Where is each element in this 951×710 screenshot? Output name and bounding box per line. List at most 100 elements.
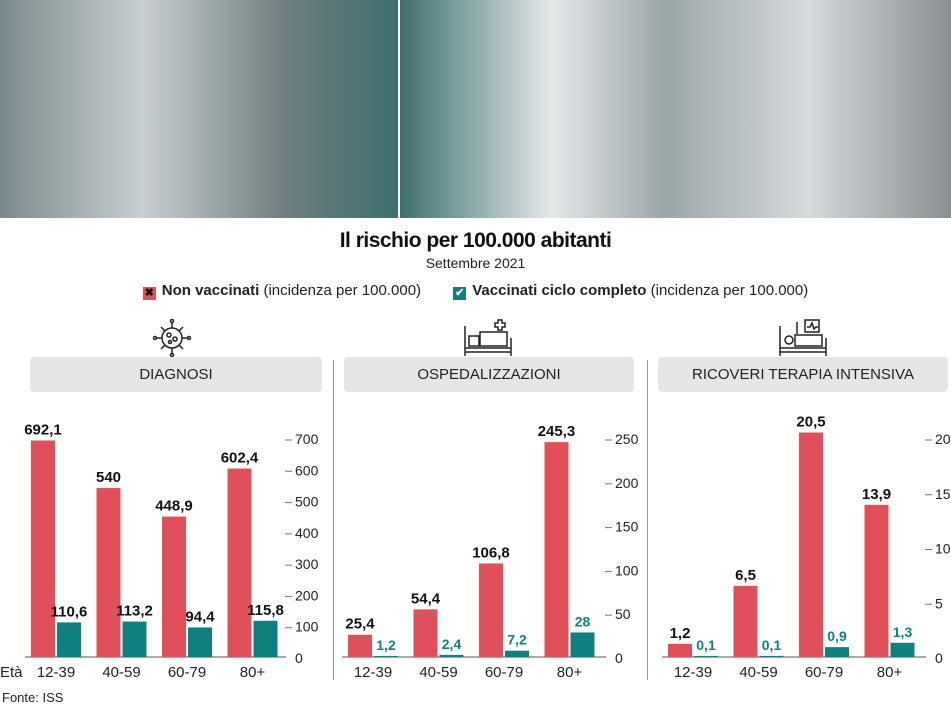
x-tick-label: 40-59 — [739, 664, 777, 681]
x-tick-label: 60-79 — [168, 664, 206, 681]
bar-vaccinated — [188, 627, 212, 657]
y-tick-label: 100 — [615, 562, 639, 578]
panel-header-ospedalizzazioni: OSPEDALIZZAZIONI — [344, 357, 634, 392]
panel-header-terapia-intensiva: RICOVERI TERAPIA INTENSIVA — [658, 357, 948, 392]
legend-label: Vaccinati ciclo completo — [472, 282, 647, 299]
bar-vaccinated — [57, 622, 81, 657]
bar-unvaccinated — [31, 440, 55, 657]
data-label: 7,2 — [507, 632, 527, 648]
header-photo — [0, 0, 951, 218]
data-label: 1,2 — [670, 625, 691, 642]
x-tick-label: 40-59 — [102, 664, 140, 681]
data-label: 2,4 — [442, 636, 462, 652]
y-tick-label: 500 — [295, 494, 319, 510]
data-label: 110,6 — [51, 603, 88, 620]
data-label: 0,9 — [827, 628, 847, 644]
data-label: 602,4 — [221, 450, 259, 467]
x-tick-label: 80+ — [240, 664, 266, 681]
bar-unvaccinated — [348, 634, 372, 657]
hospital-bed-icon — [464, 319, 512, 356]
legend: ✖ Non vaccinati (incidenza per 100.000) ✔… — [0, 282, 951, 300]
virus-icon — [152, 318, 192, 358]
bar-unvaccinated — [864, 504, 889, 657]
panel-divider — [333, 360, 334, 680]
x-tick-label: 80+ — [877, 664, 903, 681]
age-axis-label: Età — [0, 664, 23, 681]
x-tick-label: 80+ — [557, 664, 583, 681]
bar-unvaccinated — [162, 516, 186, 657]
x-tick-label: 60-79 — [485, 664, 523, 681]
y-tick-label: 10 — [935, 541, 951, 557]
y-tick-label: 15 — [935, 486, 951, 502]
panel-header-diagnosi: DIAGNOSI — [30, 357, 322, 392]
x-tick-label: 40-59 — [419, 664, 457, 681]
legend-label: Non vaccinati — [161, 282, 260, 299]
legend-item-vaccinated: ✔ Vaccinati ciclo completo (incidenza per… — [453, 282, 808, 300]
y-tick-label: 5 — [935, 595, 943, 611]
data-label: 113,2 — [116, 603, 153, 620]
data-label: 540 — [96, 469, 121, 486]
bar-vaccinated — [505, 650, 529, 657]
bar-vaccinated — [439, 654, 464, 657]
data-label: 448,9 — [155, 498, 193, 515]
bar-unvaccinated — [96, 488, 121, 657]
data-label: 54,4 — [411, 590, 441, 607]
y-tick-label: 50 — [615, 606, 631, 622]
check-mark-icon: ✔ — [453, 287, 467, 300]
y-tick-label: 200 — [295, 587, 319, 603]
data-label: 0,1 — [696, 637, 716, 653]
bar-unvaccinated — [799, 432, 823, 657]
source-note: Fonte: ISS — [2, 690, 64, 705]
y-tick-label: 400 — [295, 525, 319, 541]
bar-vaccinated — [825, 647, 849, 657]
y-tick-label: 600 — [295, 462, 319, 478]
data-label: 25,4 — [345, 616, 375, 633]
y-tick-label: 300 — [295, 556, 319, 572]
bar-vaccinated — [374, 655, 398, 657]
y-tick-label: 0 — [295, 650, 303, 666]
y-tick-label: 0 — [615, 650, 623, 666]
chart-subtitle: Settembre 2021 — [425, 255, 526, 271]
y-tick-label: 0 — [935, 650, 943, 666]
data-label: 106,8 — [472, 544, 510, 561]
y-tick-label: 200 — [615, 475, 639, 491]
data-label: 245,3 — [538, 423, 576, 440]
x-tick-label: 12-39 — [37, 664, 75, 681]
y-tick-label: 700 — [295, 431, 319, 447]
bar-unvaccinated — [227, 468, 252, 657]
bar-vaccinated — [759, 655, 784, 657]
bar-unvaccinated — [668, 643, 692, 657]
bar-unvaccinated — [479, 563, 503, 657]
data-label: 94,4 — [185, 608, 215, 625]
bar-vaccinated — [122, 621, 147, 657]
bar-vaccinated — [694, 655, 718, 657]
icu-bed-icon — [779, 319, 827, 356]
bar-vaccinated — [570, 632, 595, 657]
x-tick-label: 12-39 — [674, 664, 712, 681]
data-label: 1,3 — [893, 624, 913, 640]
x-tick-label: 60-79 — [805, 664, 843, 681]
x-tick-label: 12-39 — [354, 664, 392, 681]
y-tick-label: 150 — [615, 519, 639, 535]
data-label: 20,5 — [796, 414, 825, 431]
legend-note: (incidenza per 100.000) — [259, 282, 422, 299]
bar-unvaccinated — [413, 609, 438, 657]
panel-divider — [647, 360, 648, 680]
bar-vaccinated — [890, 642, 915, 657]
bar-unvaccinated — [733, 585, 758, 657]
data-label: 692,1 — [24, 421, 62, 438]
legend-item-unvaccinated: ✖ Non vaccinati (incidenza per 100.000) — [142, 282, 422, 300]
data-label: 13,9 — [862, 486, 891, 503]
y-tick-label: 100 — [295, 619, 319, 635]
data-label: 0,1 — [762, 637, 782, 653]
data-label: 6,5 — [735, 567, 756, 584]
data-label: 28 — [575, 613, 591, 629]
y-tick-label: 250 — [615, 431, 639, 447]
y-tick-label: 20 — [935, 431, 951, 447]
bar-vaccinated — [253, 620, 278, 657]
data-label: 115,8 — [247, 602, 284, 619]
legend-note: (incidenza per 100.000) — [646, 282, 809, 299]
x-mark-icon: ✖ — [142, 287, 156, 300]
